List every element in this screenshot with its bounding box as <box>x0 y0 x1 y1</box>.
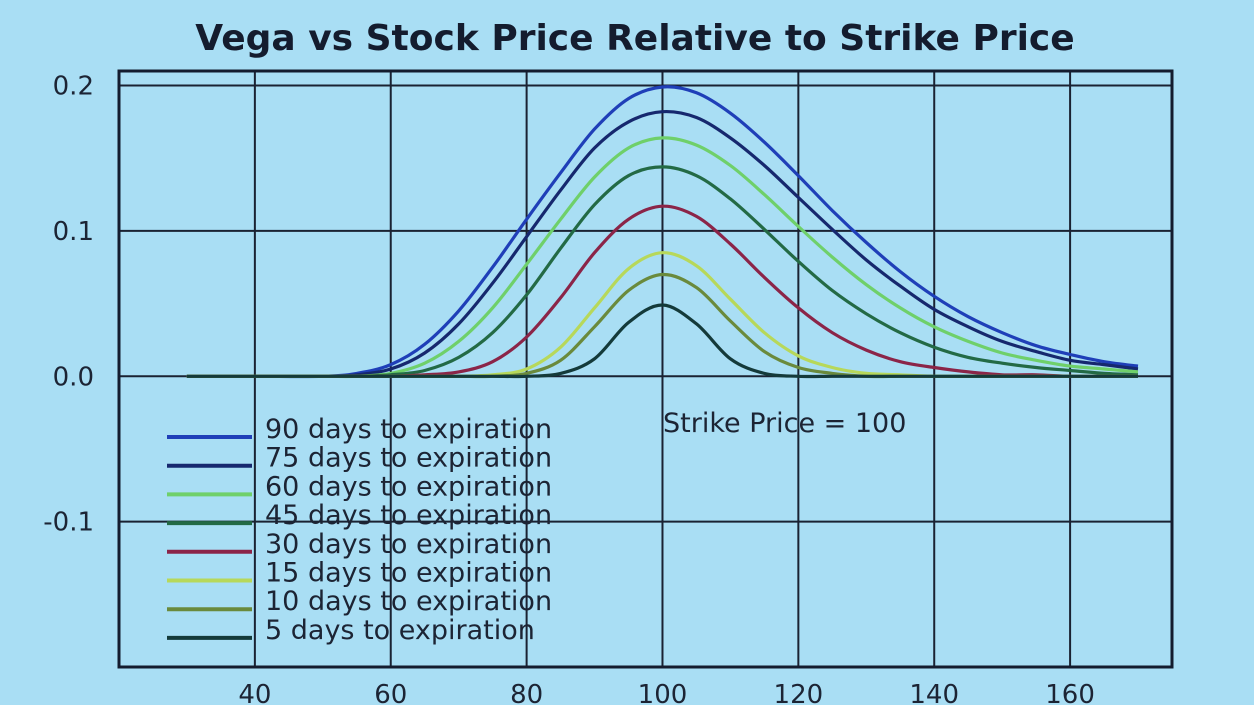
series-line-1 <box>186 85 1139 379</box>
x-tick-label: 40 <box>238 680 271 705</box>
y-tick-label: -0.1 <box>43 508 94 538</box>
x-tick-label: 140 <box>909 680 959 705</box>
legend-label: 90 days to expiration <box>265 414 552 445</box>
series-line-8 <box>186 303 1138 379</box>
x-tick-label: 120 <box>774 680 824 705</box>
legend-label: 30 days to expiration <box>265 529 552 560</box>
legend-label: 60 days to expiration <box>265 471 552 502</box>
y-tick-label: 0.2 <box>53 72 94 102</box>
x-tick-label: 60 <box>374 680 407 705</box>
legend-label: 5 days to expiration <box>265 615 535 646</box>
legend-label: 10 days to expiration <box>265 586 552 617</box>
y-tick-label: 0.0 <box>53 362 94 392</box>
series-lines <box>186 85 1139 379</box>
legend-label: 45 days to expiration <box>265 500 552 531</box>
legend-label: 15 days to expiration <box>265 558 552 589</box>
y-axis-ticks: 0.2 0.1 0.0 -0.1 <box>43 72 94 538</box>
x-tick-label: 80 <box>510 680 543 705</box>
series-line-4 <box>186 165 1139 378</box>
strike-price-annotation: Strike Price = 100 <box>663 408 906 439</box>
x-tick-label: 160 <box>1045 680 1095 705</box>
legend-label: 75 days to expiration <box>265 443 552 474</box>
series-line-2 <box>186 109 1139 378</box>
x-axis-ticks: 40 60 80 100 120 140 160 <box>238 680 1095 705</box>
y-tick-label: 0.1 <box>53 217 94 247</box>
plot-frame <box>117 69 1174 669</box>
series-line-3 <box>186 136 1139 379</box>
x-tick-label: 100 <box>638 680 688 705</box>
chart-title: Vega vs Stock Price Relative to Strike P… <box>195 18 1074 59</box>
